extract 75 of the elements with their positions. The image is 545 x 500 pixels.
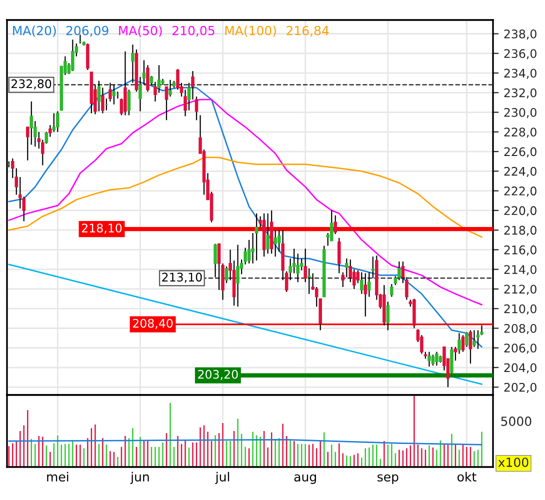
x-tick-label: sep (378, 474, 398, 484)
y-tick-label: 230,0 (504, 108, 536, 118)
candlestick (334, 214, 338, 235)
candlestick (344, 258, 348, 278)
candlestick (56, 110, 60, 132)
y-tick-label: 238,0 (504, 29, 536, 40)
candlestick (364, 272, 368, 318)
x-tick-label: okt (458, 472, 476, 482)
candlestick (472, 330, 476, 348)
y-tick-label: 214,0 (504, 265, 536, 276)
text: MA(50) (119, 26, 162, 37)
candlestick (214, 243, 217, 278)
y-tick-label: 216,0 (504, 245, 536, 256)
candlestick (274, 230, 277, 258)
line-series (8, 79, 482, 348)
y-tick-label: 204,0 (504, 363, 536, 374)
candlestick (266, 212, 270, 254)
ref-line-label: 213,10 (162, 272, 202, 283)
candlestick (97, 80, 101, 112)
y-tick-label: 232,0 (504, 88, 536, 98)
candlestick (398, 260, 401, 281)
y-tick-label: 208,0 (504, 324, 536, 334)
y-tick-label: 218,0 (504, 226, 536, 236)
y-tick-label: 234,0 (504, 68, 536, 79)
candlestick (247, 239, 251, 264)
text: MA(100) (225, 26, 276, 37)
y-tick-label: 224,0 (504, 166, 536, 178)
y-tick-label: 206,0 (504, 344, 536, 354)
text: MA(20) (13, 26, 56, 37)
ref-line-label: 218,10 (82, 224, 122, 234)
y-tick-label: 220,0 (504, 206, 536, 216)
candlestick (428, 351, 431, 368)
ref-line-label: 232,80 (12, 79, 52, 90)
candlestick (30, 100, 34, 146)
candlestick (390, 284, 394, 298)
candlestick (435, 351, 438, 366)
y-tick-label: 228,0 (504, 128, 536, 138)
candlestick (431, 354, 435, 366)
candlestick (277, 230, 281, 252)
candlestick (236, 244, 240, 308)
candlestick (131, 44, 134, 84)
candlestick (386, 301, 390, 331)
candlestick (22, 196, 26, 222)
y-tick-label: 212,0 (504, 284, 536, 295)
candlestick (168, 79, 172, 98)
x-tick-label: aug (294, 474, 316, 484)
x-tick-label: jul (215, 472, 230, 484)
y-tick-label: 226,0 (504, 147, 536, 158)
y-tick-label: 222,0 (504, 186, 536, 197)
line-series (8, 98, 482, 306)
y-tick-label: 236,0 (504, 49, 536, 60)
candlestick (461, 334, 465, 352)
text: x100 (498, 458, 528, 468)
ref-line-label: 203,20 (198, 370, 238, 380)
candlestick (450, 346, 454, 374)
x-tick-label: jun (130, 472, 149, 484)
candlestick (86, 43, 90, 71)
text: 5000 (501, 416, 532, 426)
annotation: 216,84 (286, 26, 329, 37)
x-tick-label: mei (47, 472, 68, 482)
candlestick (254, 212, 258, 262)
candlestick (127, 89, 131, 116)
candlestick (71, 39, 74, 72)
candlestick (337, 237, 341, 274)
candlestick (112, 84, 116, 105)
candlestick (124, 50, 127, 116)
y-tick-label: 202,0 (504, 382, 536, 394)
annotation: 206,09 (66, 26, 108, 37)
candlestick (476, 330, 480, 350)
candlestick (52, 112, 56, 132)
candlestick (468, 330, 472, 364)
line-series (8, 156, 482, 238)
annotation: 210,05 (172, 26, 214, 37)
y-tick-label: 210,0 (504, 304, 536, 314)
ref-line-label: 208,40 (133, 318, 173, 329)
